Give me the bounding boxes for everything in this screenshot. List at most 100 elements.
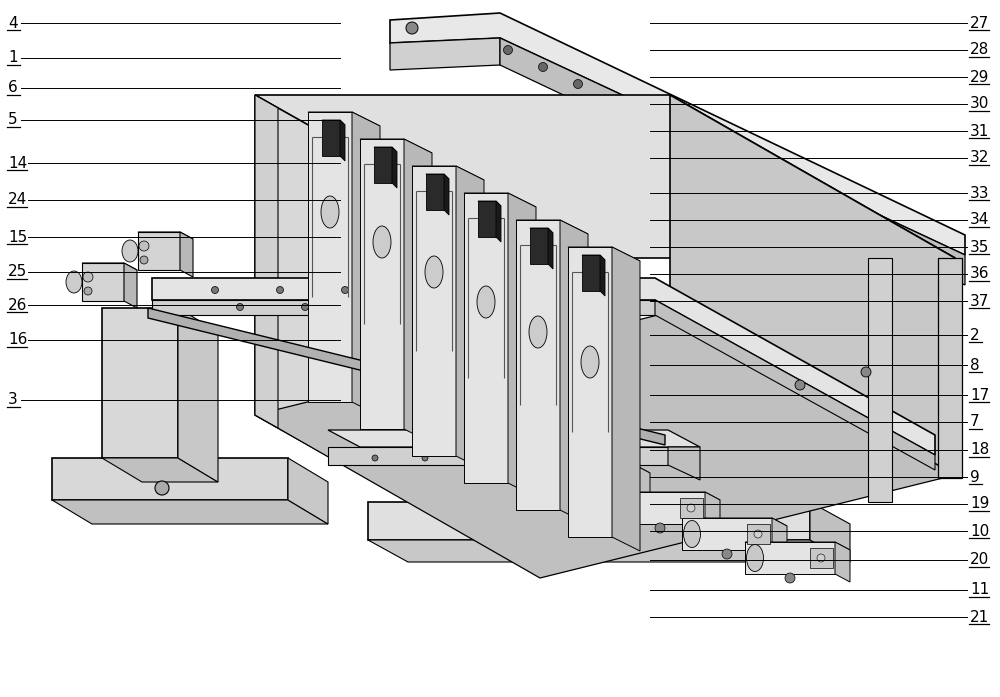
Polygon shape (682, 518, 787, 526)
Circle shape (585, 496, 595, 506)
Circle shape (622, 455, 628, 461)
Circle shape (522, 455, 528, 461)
Text: 28: 28 (970, 43, 989, 57)
Text: 35: 35 (970, 240, 989, 254)
Circle shape (212, 286, 218, 293)
Polygon shape (600, 255, 605, 296)
Polygon shape (472, 438, 577, 446)
Ellipse shape (546, 468, 564, 494)
Circle shape (644, 114, 652, 123)
Ellipse shape (474, 441, 490, 468)
Circle shape (366, 303, 374, 310)
Text: 8: 8 (970, 358, 980, 372)
Polygon shape (530, 228, 553, 233)
Polygon shape (102, 308, 178, 458)
Text: 9: 9 (970, 470, 980, 484)
Circle shape (574, 79, 582, 89)
Circle shape (795, 380, 805, 390)
Circle shape (818, 199, 828, 208)
Polygon shape (308, 112, 380, 126)
Circle shape (785, 573, 795, 583)
Polygon shape (308, 112, 352, 402)
Text: 5: 5 (8, 112, 18, 128)
Ellipse shape (477, 286, 495, 318)
Circle shape (562, 303, 568, 310)
Circle shape (406, 22, 418, 34)
Text: 17: 17 (970, 388, 989, 402)
Polygon shape (868, 258, 892, 502)
Polygon shape (456, 166, 484, 470)
Polygon shape (478, 201, 501, 206)
Polygon shape (52, 458, 288, 500)
Text: 14: 14 (8, 155, 27, 171)
Polygon shape (322, 120, 345, 125)
Polygon shape (255, 95, 278, 428)
Polygon shape (404, 139, 432, 443)
Polygon shape (496, 201, 501, 242)
Circle shape (237, 303, 244, 310)
Text: 20: 20 (970, 553, 989, 567)
Circle shape (861, 367, 871, 377)
Circle shape (342, 286, 349, 293)
Circle shape (302, 303, 308, 310)
Polygon shape (412, 166, 456, 456)
Circle shape (276, 286, 284, 293)
Circle shape (372, 455, 378, 461)
Text: 16: 16 (8, 332, 27, 348)
Polygon shape (537, 444, 560, 464)
Polygon shape (444, 174, 449, 215)
Polygon shape (680, 498, 703, 518)
Text: 31: 31 (970, 123, 989, 139)
Text: 24: 24 (8, 192, 27, 208)
Polygon shape (368, 540, 850, 562)
Polygon shape (178, 308, 218, 482)
Circle shape (754, 530, 762, 538)
Circle shape (626, 303, 634, 310)
Polygon shape (426, 174, 449, 179)
Ellipse shape (529, 316, 547, 348)
Polygon shape (464, 193, 508, 483)
Circle shape (602, 286, 608, 293)
Circle shape (678, 130, 688, 139)
Text: 11: 11 (970, 583, 989, 597)
Polygon shape (560, 220, 588, 524)
Text: 6: 6 (8, 80, 18, 95)
Text: 2: 2 (970, 328, 980, 342)
Ellipse shape (122, 240, 138, 262)
Polygon shape (562, 438, 577, 478)
Circle shape (889, 233, 898, 241)
Polygon shape (255, 95, 335, 460)
Circle shape (714, 148, 722, 157)
Polygon shape (545, 465, 650, 473)
Ellipse shape (581, 346, 599, 378)
Text: 15: 15 (8, 229, 27, 245)
Circle shape (617, 477, 625, 485)
Polygon shape (615, 492, 720, 500)
Text: 19: 19 (970, 496, 989, 512)
Polygon shape (478, 201, 496, 237)
Circle shape (854, 215, 862, 224)
Polygon shape (548, 228, 553, 269)
Circle shape (608, 96, 618, 105)
Circle shape (472, 286, 479, 293)
Polygon shape (392, 147, 397, 188)
Text: 26: 26 (8, 298, 27, 312)
Polygon shape (360, 139, 404, 429)
Text: 3: 3 (8, 392, 18, 408)
Text: 7: 7 (970, 415, 980, 429)
Polygon shape (288, 458, 328, 524)
Circle shape (784, 181, 792, 190)
Polygon shape (568, 247, 612, 537)
Polygon shape (82, 263, 137, 270)
Text: 1: 1 (8, 50, 18, 66)
Polygon shape (328, 447, 668, 465)
Circle shape (538, 63, 548, 72)
Text: 25: 25 (8, 264, 27, 279)
Ellipse shape (321, 196, 339, 228)
Ellipse shape (746, 544, 764, 572)
Text: 30: 30 (970, 96, 989, 112)
Ellipse shape (684, 521, 700, 548)
Polygon shape (255, 95, 955, 258)
Polygon shape (682, 518, 772, 550)
Polygon shape (322, 120, 340, 156)
